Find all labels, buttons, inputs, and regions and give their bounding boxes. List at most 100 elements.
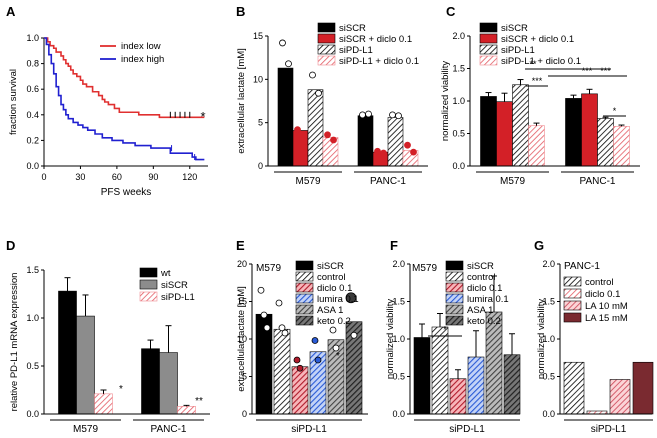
panel-g: 0.0 0.5 1.0 1.5 2.0 normalized viability siPD-…	[536, 259, 653, 435]
bar	[278, 68, 293, 166]
y-tick-label: 1.0	[452, 96, 465, 106]
data-point	[294, 357, 300, 363]
data-point	[315, 357, 321, 363]
data-point	[312, 338, 318, 344]
y-tick-label: 10	[253, 74, 263, 84]
legend-label: siPD-L1	[339, 45, 373, 56]
y-axis-label: normalized viability	[385, 299, 396, 380]
legend-swatch	[564, 277, 581, 286]
legend-swatch	[296, 294, 313, 303]
bar	[486, 312, 502, 414]
legend-swatch	[318, 34, 335, 43]
panel-letter-b: B	[236, 4, 245, 19]
bar	[614, 126, 630, 166]
bar	[178, 406, 196, 414]
data-point	[280, 40, 286, 46]
legend-swatch	[480, 56, 497, 65]
y-axis-label: extracellular lactate [mM]	[236, 48, 247, 154]
bar	[566, 98, 582, 166]
data-point	[301, 144, 307, 150]
legend-swatch	[446, 283, 463, 292]
legend-swatch	[446, 261, 463, 270]
significance-star: *	[200, 109, 205, 124]
panel-f: 0.0 0.5 1.0 1.5 2.0 normalized viability siPD-…	[385, 259, 520, 435]
chart-marks: A B C D E F G 0.0 0.2 0.4 0.6 0.8 1.0 fraction surviv…	[6, 4, 653, 435]
bar	[504, 355, 520, 414]
panel-letter-e: E	[236, 238, 245, 253]
y-tick-label: 2.0	[542, 259, 555, 269]
data-point	[325, 132, 331, 138]
panel-letter-a: A	[6, 4, 16, 19]
legend-swatch	[296, 261, 313, 270]
legend-swatch	[446, 272, 463, 281]
figure-canvas: A B CD E F G0.00.20.40.60.81.0fraction surviv…	[0, 0, 657, 438]
panel-e: 05101520extracellular lactate [mM]siPD-L…	[236, 259, 368, 435]
y-axis-label: fraction survival	[8, 69, 19, 135]
significance-label: *	[336, 351, 340, 362]
panel-letter-d: D	[6, 238, 15, 253]
y-tick-label: 20	[237, 259, 247, 269]
y-tick-label: 0.0	[26, 161, 39, 171]
data-point	[330, 327, 336, 333]
data-point	[261, 312, 267, 318]
data-point	[411, 149, 417, 155]
legend-swatch	[564, 313, 581, 322]
legend-label: keto 0.2	[467, 316, 501, 327]
legend-swatch	[296, 305, 313, 314]
significance-label: ***	[600, 66, 611, 76]
legend-swatch	[564, 301, 581, 310]
legend-swatch	[446, 294, 463, 303]
group-label: PANC-1	[151, 424, 187, 435]
legend-swatch	[318, 56, 335, 65]
legend-label: diclo 0.1	[585, 289, 620, 300]
y-tick-label: 1.0	[26, 313, 39, 323]
data-point	[258, 287, 264, 293]
legend-label: keto 0.2	[317, 316, 351, 327]
legend-label: siPD-L1 + diclo 0.1	[339, 56, 419, 67]
significance-label: *	[443, 325, 447, 336]
bar	[59, 291, 77, 414]
legend-label: wt	[160, 268, 171, 279]
data-point	[276, 300, 282, 306]
y-tick-label: 1.5	[26, 265, 39, 275]
y-tick-label: 5	[258, 118, 263, 128]
x-axis-label: siPD-L1	[591, 424, 627, 435]
legend-swatch	[480, 34, 497, 43]
y-tick-label: 15	[253, 31, 263, 41]
panel-b: 0 5 10 15 extracellular lactate [mM] M579 PANC…	[236, 23, 428, 187]
data-point	[286, 61, 292, 67]
y-tick-label: 2.0	[452, 31, 465, 41]
bar	[414, 338, 430, 415]
legend-label: lumira 0.1	[467, 294, 509, 305]
y-axis-label: relative PD-L1 mRNA expression	[9, 273, 20, 412]
bar	[388, 117, 403, 166]
y-tick-label: 0	[242, 409, 247, 419]
data-point	[405, 142, 411, 148]
x-axis-label: siPD-L1	[449, 424, 485, 435]
data-point	[375, 148, 381, 154]
legend-label: siSCR + diclo 0.1	[501, 34, 574, 45]
bar	[308, 90, 323, 166]
legend-swatch	[140, 280, 157, 289]
bar	[497, 102, 513, 166]
y-tick-label: 0.0	[26, 409, 39, 419]
y-tick-label: 0.2	[26, 135, 39, 145]
bar	[598, 119, 614, 166]
significance-label: ***	[532, 76, 543, 86]
x-tick-label: 60	[112, 172, 122, 182]
y-tick-label: 0.5	[26, 361, 39, 371]
legend-label: siPD-L1	[501, 45, 535, 56]
y-tick-label: 0.4	[26, 110, 39, 120]
data-point	[351, 332, 357, 338]
bar	[513, 85, 529, 166]
x-tick-label: 120	[182, 172, 197, 182]
significance-label: ***	[582, 66, 593, 76]
panel-letter-f: F	[390, 238, 398, 253]
legend-swatch	[296, 272, 313, 281]
y-tick-label: 0.8	[26, 59, 39, 69]
x-axis-label: siPD-L1	[291, 424, 327, 435]
bar	[142, 349, 160, 414]
y-tick-label: 0.5	[452, 129, 465, 139]
x-tick-label: 30	[75, 172, 85, 182]
bar	[582, 94, 598, 166]
